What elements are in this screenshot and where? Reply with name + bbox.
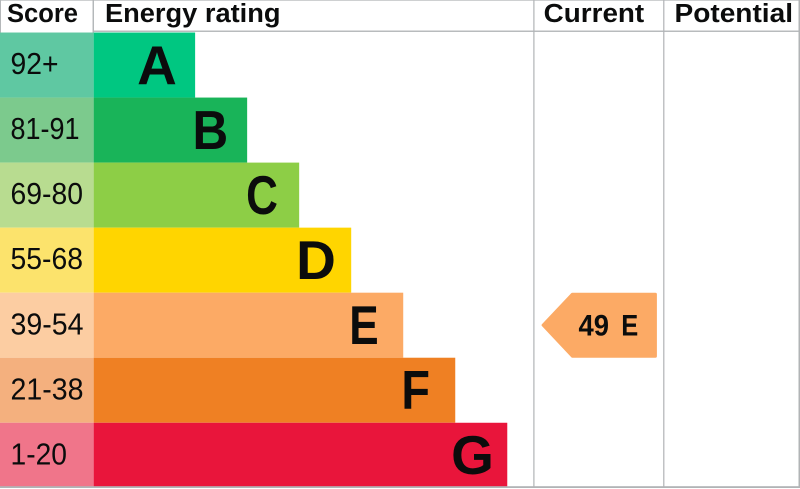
svg-text:49: 49 [579, 310, 610, 343]
svg-text:E: E [621, 310, 638, 343]
svg-text:92+: 92+ [11, 46, 59, 81]
svg-text:Current: Current [544, 0, 645, 28]
svg-text:1-20: 1-20 [11, 436, 68, 471]
svg-text:B: B [193, 99, 229, 161]
svg-text:Potential: Potential [675, 0, 794, 28]
svg-text:F: F [401, 359, 430, 421]
svg-text:G: G [451, 424, 494, 486]
svg-text:21-38: 21-38 [11, 371, 84, 406]
svg-text:C: C [246, 164, 278, 226]
svg-text:D: D [296, 229, 336, 291]
svg-text:E: E [349, 294, 378, 356]
svg-text:Energy rating: Energy rating [105, 0, 281, 28]
svg-text:55-68: 55-68 [11, 241, 84, 276]
svg-text:69-80: 69-80 [11, 176, 84, 211]
svg-text:A: A [137, 34, 177, 96]
svg-text:39-54: 39-54 [11, 306, 84, 341]
svg-text:81-91: 81-91 [11, 111, 80, 146]
svg-text:Score: Score [7, 0, 78, 28]
